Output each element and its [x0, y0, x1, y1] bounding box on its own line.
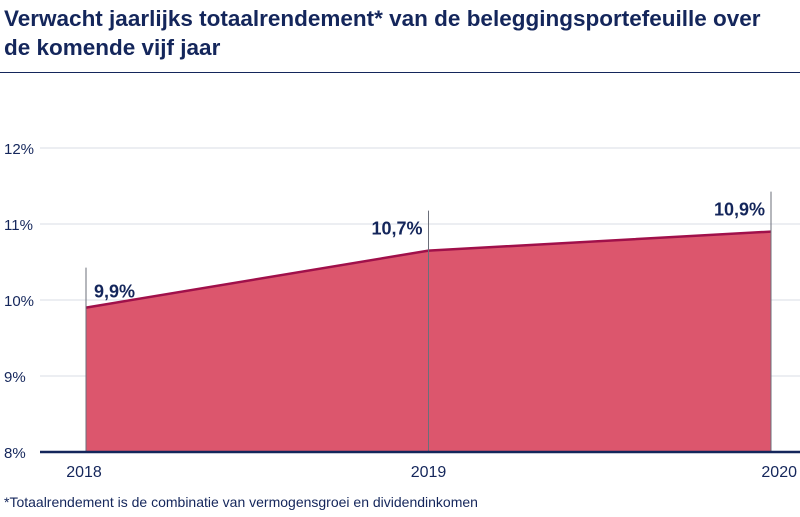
footnote: *Totaalrendement is de combinatie van ve…	[4, 494, 478, 510]
area-chart: 8% 9% 10% 11% 12% 9,9% 10,7% 10,9% 2018 2019 2020	[4, 141, 800, 481]
data-label: 10,9%	[714, 200, 765, 220]
y-tick-label: 10%	[4, 293, 34, 310]
y-tick-label: 11%	[4, 217, 33, 234]
y-tick-label: 9%	[4, 369, 26, 386]
data-label: 9,9%	[94, 282, 135, 302]
y-tick-label: 12%	[4, 141, 34, 158]
x-tick-label: 2018	[66, 464, 102, 481]
x-tick-label: 2019	[411, 464, 447, 481]
title-divider	[0, 72, 800, 73]
data-label: 10,7%	[371, 219, 422, 239]
chart-title: Verwacht jaarlijks totaalrendement* van …	[4, 6, 761, 60]
x-tick-label: 2020	[761, 464, 797, 481]
y-tick-label: 8%	[4, 445, 26, 462]
